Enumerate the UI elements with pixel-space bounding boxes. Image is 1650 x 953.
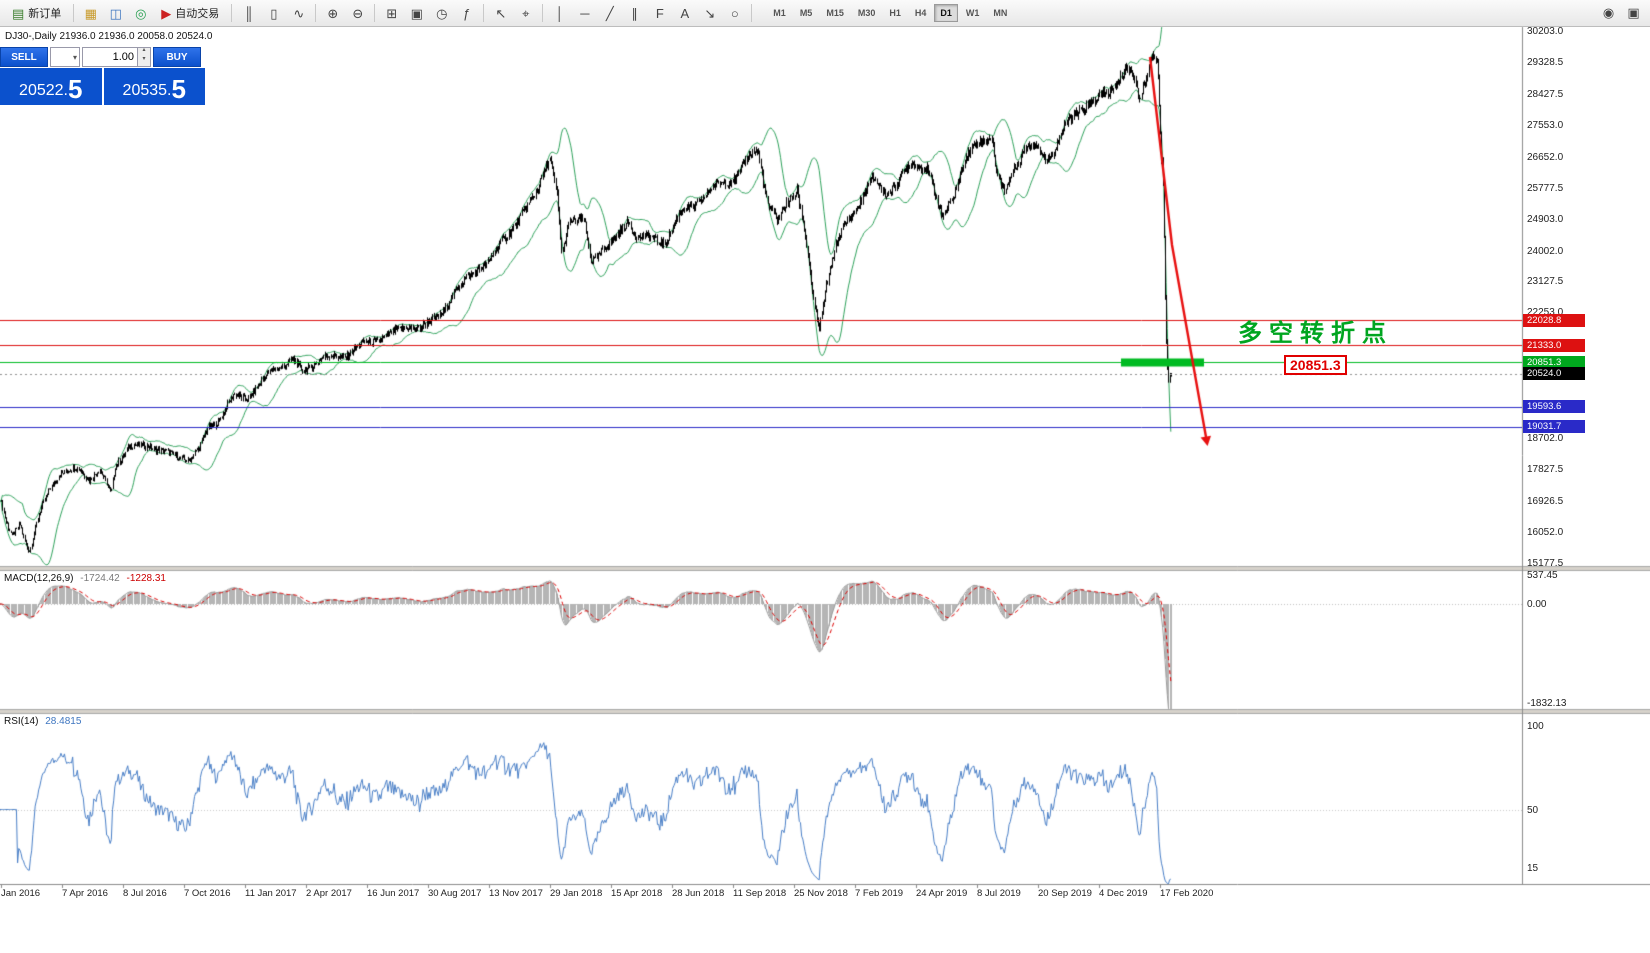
toolbar-right-icons: ◉ ▣ bbox=[1596, 3, 1646, 24]
toolbar: ▤ 新订单 ▦ ◫ ◎ ▶ 自动交易 ║ ▯ ∿ ⊕ ⊖ ⊞ ▣ ◷ ƒ ↖ ⌖ │ ─ ╱ ∥ F A ↘ ○ M1 M5 M15 M3… bbox=[0, 0, 1650, 27]
text-icon-glyph-icon: A bbox=[680, 5, 690, 21]
volume-input[interactable] bbox=[82, 47, 138, 67]
crosshair-icon[interactable]: ⌖ bbox=[514, 3, 537, 24]
chart-line-icon-glyph-icon: ∿ bbox=[293, 5, 305, 21]
increment-icon: ▴ bbox=[138, 47, 150, 57]
buy-button[interactable]: BUY bbox=[153, 47, 201, 67]
cursor-icon[interactable]: ↖ bbox=[489, 3, 512, 24]
one-click-trading-panel: SELL ▾ ▴ ▾ BUY 20522. 5 20535. 5 bbox=[0, 47, 205, 105]
zoom-out-icon[interactable]: ⊖ bbox=[346, 3, 369, 24]
zoom-in-icon-glyph-icon: ⊕ bbox=[327, 5, 339, 21]
vertical-line-icon-glyph-icon: │ bbox=[555, 5, 564, 21]
shapes-icon-glyph-icon: ○ bbox=[730, 5, 739, 21]
chart-shift-icon[interactable]: ◉ bbox=[1602, 5, 1615, 20]
toolbar-separator bbox=[73, 4, 75, 22]
new-chart-icon-glyph-icon: ▣ bbox=[410, 5, 423, 21]
autotrading-glyph-icon: ▶ bbox=[161, 5, 172, 21]
timeframe-d1[interactable]: D1 bbox=[934, 4, 958, 22]
buy-price-pips: 5 bbox=[171, 74, 186, 104]
sell-price-main: 20522. bbox=[19, 82, 68, 99]
shapes-icon[interactable]: ○ bbox=[723, 3, 746, 24]
order-type-dropdown[interactable]: ▾ bbox=[50, 47, 80, 67]
timeframe-m30[interactable]: M30 bbox=[857, 8, 876, 18]
chart-bars-icon[interactable]: ║ bbox=[237, 3, 260, 24]
vertical-line-icon[interactable]: │ bbox=[548, 3, 571, 24]
timeframe-mn[interactable]: MN bbox=[993, 8, 1008, 18]
sell-button[interactable]: SELL bbox=[0, 47, 48, 67]
sell-price-pips: 5 bbox=[67, 74, 83, 104]
price-tag-label[interactable]: 20851.3 bbox=[1284, 355, 1347, 375]
new-order-button-label: 新订单 bbox=[28, 8, 62, 20]
cycles-icon-glyph-icon: ◷ bbox=[436, 5, 448, 21]
timeframe-bar: M1 M5 M15 M30 H1 H4 D1 W1 MN bbox=[766, 4, 1014, 22]
fibonacci-icon-glyph-icon: F bbox=[655, 5, 664, 21]
volume-stepper[interactable]: ▴ ▾ bbox=[138, 47, 151, 67]
trendline-icon-glyph-icon: ╱ bbox=[605, 5, 614, 21]
auto-scroll-icon[interactable]: ▣ bbox=[1627, 5, 1640, 20]
channel-icon-glyph-icon: ∥ bbox=[631, 5, 639, 21]
zoom-out-icon-glyph-icon: ⊖ bbox=[352, 5, 364, 21]
toolbar-separator bbox=[751, 4, 753, 22]
chart-candles-icon-glyph-icon: ▯ bbox=[270, 5, 278, 21]
chevron-down-icon: ▾ bbox=[72, 52, 77, 62]
sell-price[interactable]: 20522. 5 bbox=[0, 68, 102, 105]
toolbar-separator bbox=[315, 4, 317, 22]
tile-windows-icon[interactable]: ⊞ bbox=[380, 3, 403, 24]
indicators-icon-glyph-icon: ƒ bbox=[463, 5, 471, 21]
navigator-icon-glyph-icon: ◎ bbox=[135, 5, 147, 21]
turning-point-annotation[interactable]: 多空转折点 bbox=[1238, 320, 1393, 347]
market-watch-icon[interactable]: ▦ bbox=[79, 3, 102, 24]
timeframe-m1[interactable]: M1 bbox=[773, 8, 786, 18]
timeframe-w1[interactable]: W1 bbox=[965, 8, 980, 18]
buy-price[interactable]: 20535. 5 bbox=[103, 68, 205, 105]
horizontal-line-icon-glyph-icon: ─ bbox=[580, 5, 590, 21]
channel-icon[interactable]: ∥ bbox=[623, 3, 646, 24]
crosshair-icon-glyph-icon: ⌖ bbox=[522, 5, 530, 21]
profiles-icon[interactable]: ◫ bbox=[104, 3, 127, 24]
chart-candles-icon[interactable]: ▯ bbox=[262, 3, 285, 24]
cycles-icon[interactable]: ◷ bbox=[430, 3, 453, 24]
chart-line-icon[interactable]: ∿ bbox=[287, 3, 310, 24]
navigator-icon[interactable]: ◎ bbox=[129, 3, 152, 24]
decrement-icon: ▾ bbox=[138, 56, 150, 66]
arrow-tool-icon-glyph-icon: ↘ bbox=[704, 5, 716, 21]
new-order-glyph-icon: ▤ bbox=[12, 5, 25, 21]
timeframe-m5[interactable]: M5 bbox=[799, 8, 813, 18]
profiles-icon-glyph-icon: ◫ bbox=[109, 5, 122, 21]
indicators-icon[interactable]: ƒ bbox=[455, 3, 478, 24]
cursor-icon-glyph-icon: ↖ bbox=[495, 5, 507, 21]
new-order-button[interactable]: ▤ 新订单 bbox=[5, 3, 68, 24]
zoom-in-icon[interactable]: ⊕ bbox=[321, 3, 344, 24]
text-icon[interactable]: A bbox=[673, 3, 696, 24]
timeframe-h4[interactable]: H4 bbox=[914, 8, 927, 18]
autotrading-button-label: 自动交易 bbox=[175, 8, 220, 20]
toolbar-separator bbox=[542, 4, 544, 22]
new-chart-icon[interactable]: ▣ bbox=[405, 3, 428, 24]
arrow-tool-icon[interactable]: ↘ bbox=[698, 3, 721, 24]
timeframe-m15[interactable]: M15 bbox=[826, 8, 844, 18]
trade-panel-controls: SELL ▾ ▴ ▾ BUY bbox=[0, 47, 205, 67]
toolbar-separator bbox=[374, 4, 376, 22]
buy-price-main: 20535. bbox=[122, 82, 172, 99]
trendline-icon[interactable]: ╱ bbox=[598, 3, 621, 24]
autotrading-button[interactable]: ▶ 自动交易 bbox=[154, 3, 226, 24]
trade-panel-prices: 20522. 5 20535. 5 bbox=[0, 68, 205, 105]
tile-windows-icon-glyph-icon: ⊞ bbox=[386, 5, 398, 21]
horizontal-line-icon[interactable]: ─ bbox=[573, 3, 596, 24]
chart-bars-icon-glyph-icon: ║ bbox=[244, 5, 254, 21]
toolbar-separator bbox=[231, 4, 233, 22]
toolbar-separator bbox=[483, 4, 485, 22]
market-watch-icon-glyph-icon: ▦ bbox=[84, 5, 97, 21]
timeframe-h1[interactable]: H1 bbox=[889, 8, 901, 18]
fibonacci-icon[interactable]: F bbox=[648, 3, 671, 24]
